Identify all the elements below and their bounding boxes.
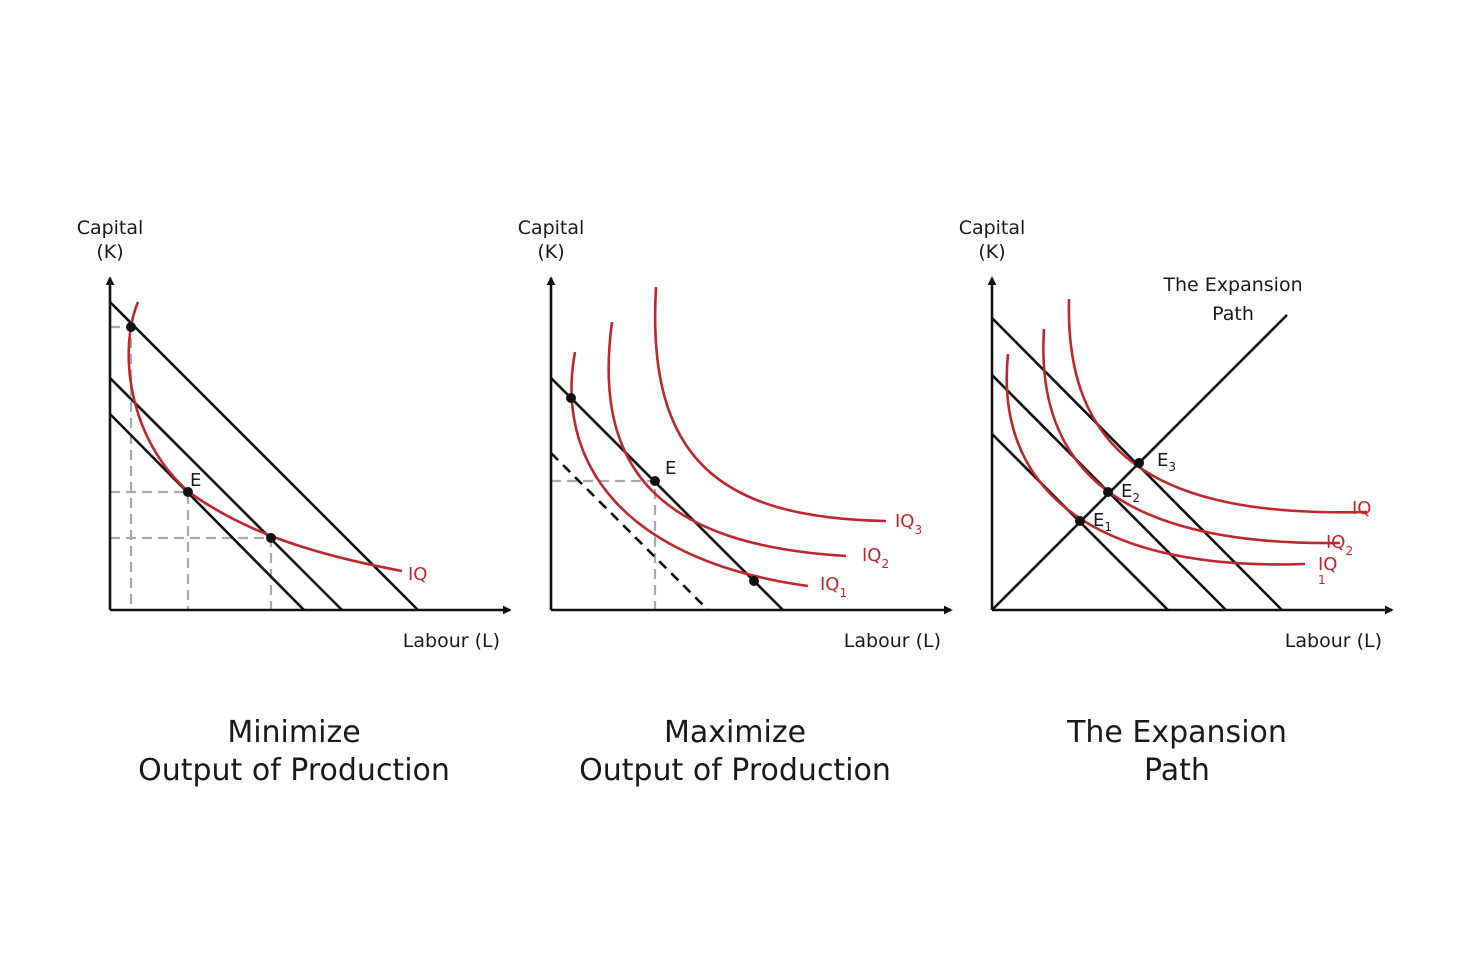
intersection-point-upper: [566, 393, 576, 403]
y-axis-title-line1: Capital: [518, 217, 585, 239]
panel-minimize: Capital (K) IQ E Labour (L) Minimize Out…: [77, 217, 512, 788]
y-axis-title-line1: Capital: [959, 217, 1026, 239]
y-axis-title-line2: (K): [537, 241, 564, 263]
caption-line1: Maximize: [664, 715, 806, 750]
guide-lines-point-c: [110, 536, 273, 610]
isoquant-label-iq2: IQ2: [862, 545, 889, 571]
expansion-path-label-line1: The Expansion: [1162, 274, 1302, 296]
isocost-line-middle: [109, 377, 343, 611]
y-axis-title-line1: Capital: [77, 217, 144, 239]
equilibrium-label-e3: E3: [1157, 450, 1176, 474]
isoquant-label-iq1: IQ1: [820, 574, 847, 600]
isocost-line: [550, 377, 784, 611]
isoquant-label: IQ: [408, 564, 427, 585]
isocost-line-outer: [109, 301, 419, 611]
isoquant-curve-iq3: [653, 286, 887, 523]
equilibrium-point-e3: [1134, 458, 1144, 468]
x-axis-title: Labour (L): [844, 630, 941, 652]
caption-line1: The Expansion: [1066, 715, 1287, 750]
tangent-point-upper: [126, 322, 136, 332]
expansion-path-label-line2: Path: [1212, 303, 1254, 325]
equilibrium-label-e: E: [190, 470, 201, 491]
x-axis-title: Labour (L): [1285, 630, 1382, 652]
y-axis-title-line2: (K): [978, 241, 1005, 263]
x-axis-title: Labour (L): [403, 630, 500, 652]
y-axis-title-line2: (K): [96, 241, 123, 263]
caption-line1: Minimize: [227, 715, 360, 750]
equilibrium-label-e: E: [665, 458, 676, 479]
isoquant-label-iq2: IQ2: [1326, 532, 1353, 558]
isoquant-label-iq3: IQ3: [895, 511, 922, 537]
equilibrium-point-e: [650, 476, 660, 486]
tangent-point-lower: [266, 533, 276, 543]
equilibrium-point-e1: [1075, 516, 1085, 526]
equilibrium-label-e2: E2: [1121, 481, 1140, 505]
panel-expansion-path: Capital (K) The Expansion Path IQ 1 IQ2 I…: [959, 217, 1394, 788]
isocost-line-inner: [109, 413, 305, 611]
guide-lines-point-a: [110, 325, 133, 610]
caption-line2: Output of Production: [138, 753, 450, 788]
equilibrium-point-e2: [1103, 487, 1113, 497]
equilibrium-label-e1: E1: [1093, 510, 1112, 534]
isoquant-curve-iq1: [1005, 353, 1306, 566]
isocost-line-dashed: [550, 452, 709, 611]
equilibrium-point-e: [183, 487, 193, 497]
guide-lines-point-e: [551, 479, 657, 610]
isoquant-curve-iq1: [570, 351, 809, 588]
isoquant-curve-iq3: [1067, 298, 1368, 514]
panel-maximize: Capital (K) IQ1 IQ2 IQ3 E Labour (L) Max…: [518, 217, 953, 788]
intersection-point-lower: [749, 576, 759, 586]
guide-lines-point-e: [110, 490, 190, 610]
isoquant-label-iq3: IQ: [1352, 498, 1371, 519]
isoquant-curve-iq2: [607, 321, 847, 558]
caption-line2: Path: [1144, 753, 1210, 788]
caption-line2: Output of Production: [579, 753, 891, 788]
